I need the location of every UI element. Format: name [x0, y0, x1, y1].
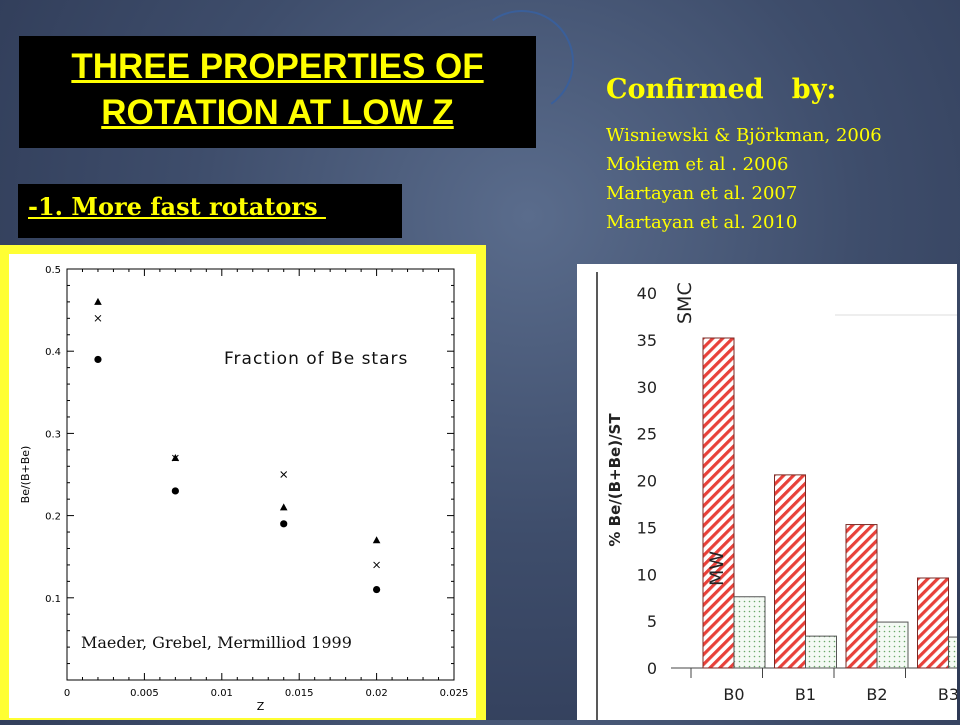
x-tick-label: 0.025 — [440, 688, 469, 699]
x-tick-label: 0.005 — [130, 688, 159, 699]
y-tick-label: 25 — [637, 425, 657, 444]
y-tick-label: 30 — [637, 378, 657, 397]
data-point-circle — [373, 585, 381, 594]
y-tick-label: 0.4 — [45, 347, 61, 358]
data-point-cross — [94, 314, 102, 322]
data-point-cross — [280, 471, 288, 478]
bar-mw — [733, 596, 766, 669]
x-tick-label: 0.02 — [365, 688, 387, 699]
y-tick-label: 15 — [637, 518, 657, 537]
y-tick-label: 20 — [637, 472, 657, 491]
series-label-mw: MW — [706, 551, 728, 586]
y-tick-label: 40 — [637, 284, 657, 303]
y-tick-label: 0.3 — [45, 429, 61, 440]
x-tick-label: B2 — [866, 685, 887, 704]
data-point-triangle — [94, 297, 102, 305]
y-tick-label: 10 — [637, 565, 657, 584]
chart-annotation: Fraction of Be stars — [224, 349, 408, 369]
plot-frame — [66, 268, 455, 681]
reference-item: Martayan et al. 2007 — [606, 183, 798, 204]
y-tick-label: 0.2 — [45, 512, 61, 523]
y-axis-label: Be/(B+Be) — [19, 446, 32, 504]
y-axis-label: % Be/(B+Be)/ST — [606, 413, 624, 547]
y-tick-label: 0 — [647, 659, 657, 678]
chart-credit: Maeder, Grebel, Mermilliod 1999 — [81, 633, 352, 652]
bar-mw — [876, 621, 909, 669]
x-tick-label: 0.015 — [285, 688, 314, 699]
x-tick-label: 0.01 — [211, 688, 233, 699]
series-label-smc: SMC — [674, 282, 696, 324]
bar-smc — [702, 337, 735, 669]
reference-item: Wisniewski & Björkman, 2006 — [606, 125, 882, 146]
bar-smc — [774, 474, 806, 669]
reference-item: Martayan et al. 2010 — [606, 212, 798, 233]
scatter-chart: 0 0.005 0.01 0.015 0.02 0.025 0.1 0.2 0.3 0.4 0.5 Z… — [19, 265, 469, 713]
data-point-cross — [172, 454, 179, 462]
x-tick-label: B0 — [723, 685, 744, 704]
bar-mw — [805, 635, 837, 669]
scatter-chart-frame: 0 0.005 0.01 0.015 0.02 0.025 0.1 0.2 0.3 0.4 0.5 Z… — [0, 245, 486, 720]
subtitle-box: -1. More fast rotators — [18, 184, 402, 238]
data-point-triangle — [279, 503, 288, 511]
reference-item: Mokiem et al . 2006 — [606, 154, 789, 175]
bar-mw — [948, 636, 960, 669]
subtitle: -1. More fast rotators — [28, 192, 326, 221]
x-tick-label: B1 — [795, 685, 816, 704]
title-line-1: THREE PROPERTIES OF — [71, 47, 484, 86]
bar-chart-panel: 0 5 10 15 20 25 30 35 40 % Be/(B+Be)/ST B0 B1 B2 B3 SM… — [577, 264, 960, 720]
x-tick-label: 0 — [64, 688, 70, 699]
data-point-cross — [373, 561, 380, 569]
y-tick-label: 0.5 — [45, 265, 61, 276]
x-tick-label: B3 — [938, 685, 957, 704]
y-tick-label: 5 — [647, 612, 657, 631]
x-axis-label: Z — [257, 700, 265, 713]
title-line-2: ROTATION AT LOW Z — [101, 93, 454, 132]
scatter-chart-panel: 0 0.005 0.01 0.015 0.02 0.025 0.1 0.2 0.3 0.4 0.5 Z… — [9, 254, 476, 718]
data-point-circle — [94, 355, 102, 364]
bar-smc — [845, 524, 878, 669]
confirmed-heading: Confirmed by: — [606, 74, 837, 105]
bar-chart: 0 5 10 15 20 25 30 35 40 % Be/(B+Be)/ST B0 B1 B2 B3 SM… — [596, 272, 960, 720]
data-point-triangle — [372, 536, 381, 544]
bar-smc — [917, 577, 949, 669]
title-box: THREE PROPERTIES OF ROTATION AT LOW Z — [19, 36, 536, 148]
reference-list: Wisniewski & Björkman, 2006 Mokiem et al… — [606, 121, 882, 237]
data-point-circle — [280, 520, 288, 528]
data-point-circle — [171, 487, 179, 495]
y-tick-label: 35 — [637, 331, 657, 350]
y-tick-label: 0.1 — [45, 594, 61, 605]
